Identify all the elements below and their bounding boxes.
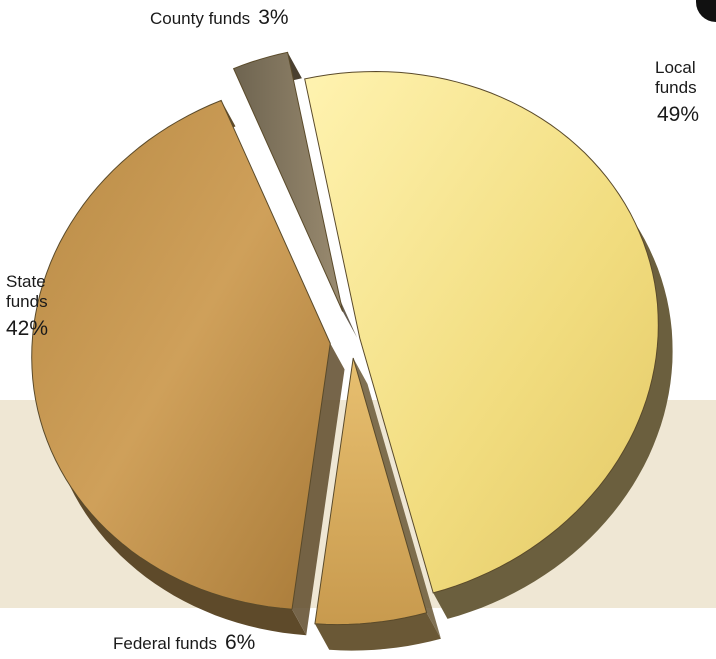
slice-federal: [314, 357, 428, 626]
label-state-value: 42%: [6, 317, 49, 341]
label-local-name-line2: funds: [655, 77, 697, 97]
slice-county: [232, 51, 344, 312]
label-county: County funds 3%: [150, 6, 289, 30]
slice-state: [31, 99, 331, 610]
slices-group: [31, 51, 673, 651]
slice-federal-wall: [353, 357, 441, 639]
label-federal-name: Federal funds: [113, 634, 217, 653]
slice-local: [304, 70, 659, 594]
label-state-name-line2: funds: [6, 291, 48, 311]
label-state: State funds 42%: [6, 272, 48, 341]
label-local: Local funds 49%: [655, 58, 699, 127]
label-federal-value: 6%: [224, 631, 256, 654]
label-local-name-line1: Local: [655, 58, 696, 77]
label-state-name-line1: State: [6, 272, 46, 291]
slice-state-wall: [291, 343, 345, 636]
slice-federal-side: [314, 612, 441, 651]
label-county-value: 3%: [258, 6, 289, 29]
label-county-name: County funds: [150, 9, 251, 28]
label-federal: Federal funds 6%: [113, 631, 255, 655]
label-local-value: 49%: [657, 103, 700, 127]
